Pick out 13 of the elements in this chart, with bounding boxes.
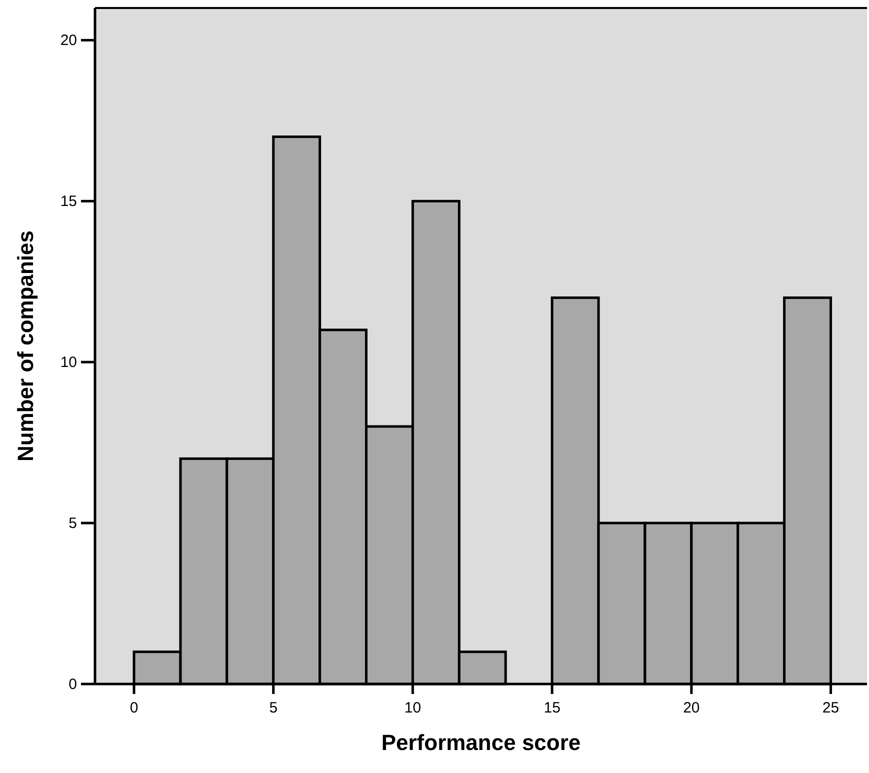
y-tick-label: 20 bbox=[60, 32, 77, 49]
x-axis-title: Performance score bbox=[381, 730, 581, 755]
x-tick-label: 25 bbox=[822, 700, 840, 717]
x-tick-label: 15 bbox=[544, 700, 560, 717]
x-tick-label: 5 bbox=[269, 700, 278, 717]
y-tick-label: 10 bbox=[60, 354, 77, 371]
x-tick-label: 0 bbox=[130, 700, 138, 717]
y-tick-label: 15 bbox=[60, 192, 77, 210]
x-tick-label: 10 bbox=[404, 700, 422, 717]
y-axis-title: Number of companies bbox=[13, 230, 38, 462]
x-tick-label: 20 bbox=[683, 700, 700, 717]
y-tick-label: 5 bbox=[68, 514, 77, 532]
y-tick-label: 0 bbox=[68, 676, 77, 693]
